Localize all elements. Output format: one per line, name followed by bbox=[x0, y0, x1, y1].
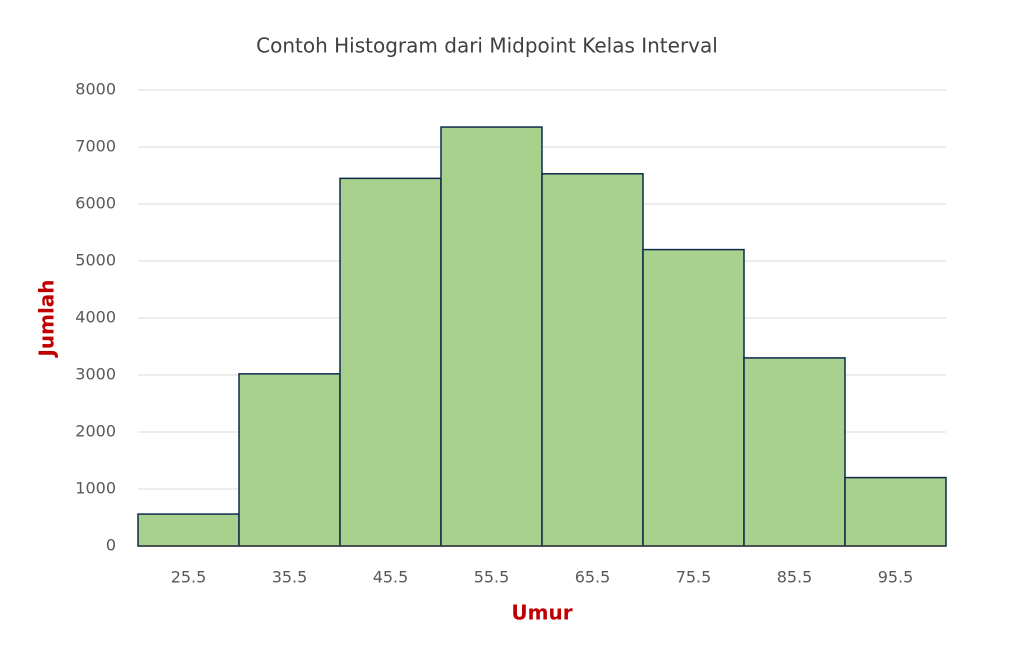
y-tick-label: 6000 bbox=[75, 194, 116, 213]
x-axis-title: Umur bbox=[511, 601, 572, 625]
x-tick-label: 35.5 bbox=[272, 568, 308, 587]
y-tick-label: 7000 bbox=[75, 137, 116, 156]
bar bbox=[541, 173, 644, 547]
bar bbox=[642, 248, 745, 547]
bar bbox=[844, 476, 947, 547]
bar bbox=[339, 177, 442, 547]
bar bbox=[743, 357, 846, 547]
y-tick-label: 5000 bbox=[75, 251, 116, 270]
x-tick-label: 45.5 bbox=[373, 568, 409, 587]
y-tick-label: 1000 bbox=[75, 479, 116, 498]
y-tick-label: 4000 bbox=[75, 308, 116, 327]
x-tick-label: 85.5 bbox=[777, 568, 813, 587]
y-tick-label: 3000 bbox=[75, 365, 116, 384]
y-tick-label: 0 bbox=[106, 536, 116, 555]
x-tick-label: 95.5 bbox=[878, 568, 914, 587]
x-tick-label: 25.5 bbox=[171, 568, 207, 587]
bar bbox=[238, 373, 341, 547]
y-tick-label: 8000 bbox=[75, 80, 116, 99]
chart-title: Contoh Histogram dari Midpoint Kelas Int… bbox=[256, 34, 718, 58]
x-tick-label: 65.5 bbox=[575, 568, 611, 587]
y-axis-title: Jumlah bbox=[35, 279, 59, 358]
bar bbox=[440, 126, 543, 547]
x-tick-label: 55.5 bbox=[474, 568, 510, 587]
x-tick-label: 75.5 bbox=[676, 568, 712, 587]
bar bbox=[137, 513, 240, 547]
y-tick-label: 2000 bbox=[75, 422, 116, 441]
